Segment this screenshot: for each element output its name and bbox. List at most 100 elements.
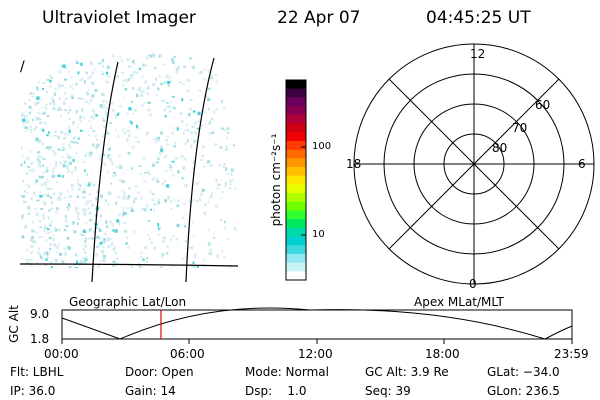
speckle	[223, 162, 226, 165]
speckle	[59, 108, 63, 111]
speckle	[54, 152, 57, 156]
speckle	[99, 237, 102, 240]
speckle	[51, 99, 55, 104]
speckle	[91, 81, 95, 85]
speckle	[49, 85, 52, 88]
speckle	[95, 253, 99, 257]
speckle	[67, 110, 70, 115]
speckle	[144, 80, 147, 84]
speckle	[50, 188, 53, 191]
speckle	[105, 225, 109, 229]
speckle	[155, 94, 158, 97]
speckle	[51, 174, 53, 179]
speckle	[114, 76, 117, 80]
speckle	[141, 208, 145, 210]
speckle	[108, 148, 111, 151]
speckle	[92, 230, 96, 235]
speckle	[118, 213, 121, 217]
speckle	[128, 74, 133, 77]
speckle	[37, 164, 41, 167]
speckle	[72, 159, 75, 163]
speckle	[121, 59, 123, 63]
speckle	[132, 112, 135, 115]
speckle	[84, 258, 86, 262]
speckle	[133, 63, 136, 65]
speckle	[79, 115, 82, 119]
speckle	[176, 223, 180, 228]
speckle	[191, 266, 195, 268]
speckle	[35, 126, 38, 129]
speckle	[77, 71, 80, 75]
speckle	[77, 211, 80, 215]
speckle	[79, 183, 82, 188]
speckle	[223, 129, 227, 132]
speckle	[101, 250, 104, 253]
speckle	[190, 131, 193, 134]
speckle	[140, 256, 143, 259]
speckle	[21, 216, 24, 220]
speckle	[80, 62, 83, 66]
info-glon: GLon: 236.5	[487, 384, 560, 398]
speckle	[139, 173, 143, 175]
speckle	[41, 213, 45, 217]
speckle	[67, 208, 70, 211]
speckle	[219, 146, 223, 149]
speckle	[40, 128, 43, 131]
speckle	[147, 220, 151, 222]
speckle	[77, 137, 81, 140]
speckle	[109, 157, 112, 161]
speckle	[87, 77, 91, 80]
speckle	[103, 163, 106, 167]
speckle	[70, 76, 74, 78]
speckle	[39, 98, 43, 101]
speckle	[68, 161, 73, 165]
speckle	[25, 191, 29, 194]
speckle	[159, 227, 161, 231]
speckle	[23, 200, 27, 203]
speckle	[75, 61, 79, 64]
speckle	[95, 138, 99, 141]
speckle	[164, 199, 167, 203]
colorbar-cell	[286, 227, 306, 238]
speckle	[87, 88, 90, 91]
speckle	[72, 156, 74, 159]
speckle	[82, 256, 85, 260]
speckle	[84, 169, 86, 172]
speckle	[84, 202, 88, 206]
speckle	[216, 187, 220, 190]
speckle	[185, 256, 188, 259]
speckle	[173, 55, 176, 59]
speckle	[92, 182, 94, 184]
speckle	[123, 191, 126, 195]
speckle	[167, 84, 170, 87]
speckle	[81, 108, 84, 112]
speckle	[103, 232, 107, 236]
speckle	[194, 254, 197, 259]
speckle	[77, 188, 82, 191]
speckle	[88, 134, 90, 137]
speckle	[109, 147, 112, 149]
speckle	[103, 258, 106, 262]
colorbar-cell	[286, 114, 306, 124]
speckle	[169, 110, 171, 113]
speckle	[192, 110, 196, 113]
mlt-label-18: 18	[346, 157, 362, 171]
colorbar-label-100: 100	[312, 141, 332, 152]
speckle	[226, 127, 230, 130]
longitude-line-2	[185, 57, 215, 283]
speckle	[52, 234, 55, 237]
speckle	[73, 55, 77, 58]
speckle	[127, 65, 132, 68]
speckle	[33, 73, 36, 76]
speckle	[81, 234, 86, 236]
speckle	[184, 184, 188, 188]
speckle	[52, 107, 56, 110]
speckle	[116, 219, 120, 223]
speckle	[102, 106, 104, 110]
speckle	[226, 172, 230, 175]
speckle	[28, 105, 31, 109]
speckle	[94, 89, 98, 93]
speckle	[20, 257, 23, 261]
speckle	[224, 225, 227, 230]
speckle	[47, 180, 50, 183]
